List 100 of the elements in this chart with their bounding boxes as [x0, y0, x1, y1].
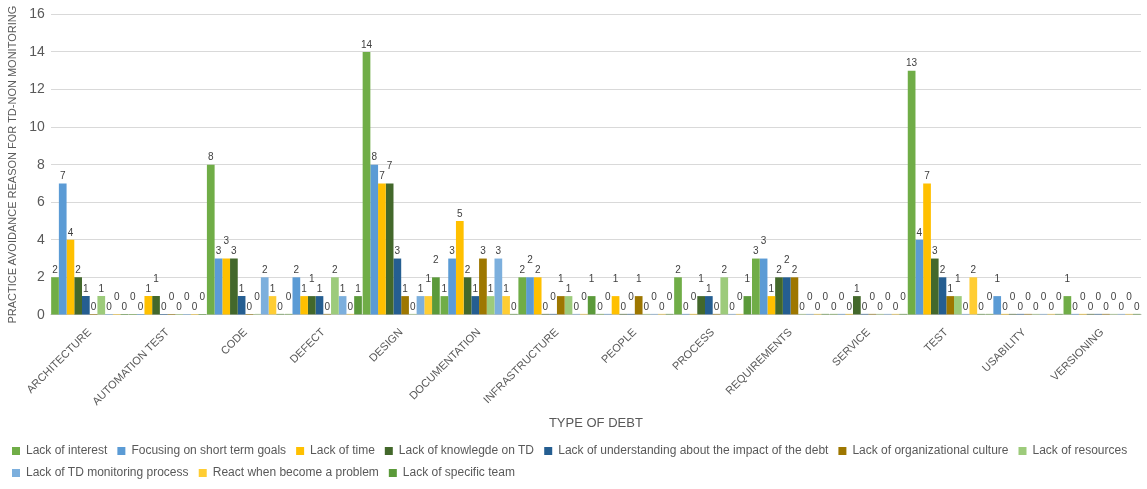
legend-label: Lack of interest	[26, 443, 109, 458]
y-tick-label: 8	[36, 155, 45, 172]
data-label: 2	[970, 264, 977, 276]
data-label: 1	[402, 282, 409, 294]
data-label: 0	[807, 290, 814, 302]
data-label: 0	[121, 300, 128, 312]
data-label: 1	[1064, 272, 1071, 284]
data-label: 1	[612, 272, 619, 284]
data-label: 0	[900, 290, 907, 302]
data-label: 0	[978, 300, 985, 312]
data-label: 1	[744, 272, 751, 284]
data-label: 0	[510, 300, 517, 312]
data-label: 1	[698, 272, 705, 284]
data-label: 0	[986, 290, 993, 302]
data-label: 13	[906, 57, 918, 69]
x-axis-title: TYPE OF DEBT	[548, 414, 643, 430]
data-label: 2	[721, 264, 728, 276]
data-label: 1	[487, 282, 494, 294]
legend-label: Lack of resources	[1032, 443, 1128, 458]
data-label: 0	[1009, 290, 1016, 302]
data-label: 3	[223, 235, 230, 247]
data-label: 0	[822, 290, 829, 302]
data-label: 2	[675, 264, 682, 276]
data-label: 2	[75, 264, 82, 276]
data-label: 0	[90, 300, 97, 312]
data-label: 0	[1032, 300, 1039, 312]
data-label: 0	[137, 300, 144, 312]
data-label: 3	[394, 245, 401, 257]
data-label: 1	[339, 282, 346, 294]
y-tick-label: 2	[36, 268, 45, 285]
data-label: 0	[1133, 300, 1140, 312]
data-label: 0	[113, 290, 120, 302]
data-label: 3	[449, 245, 456, 257]
data-label: 1	[994, 272, 1001, 284]
data-label: 0	[324, 300, 331, 312]
y-tick-label: 10	[29, 117, 45, 134]
legend-label: Lack of specific team	[402, 465, 515, 480]
data-label: 1	[145, 282, 152, 294]
data-label: 0	[199, 290, 206, 302]
y-tick-label: 16	[29, 5, 45, 22]
data-label: 0	[643, 300, 650, 312]
data-label: 0	[550, 290, 557, 302]
data-label: 0	[1126, 290, 1133, 302]
data-label: 2	[332, 264, 339, 276]
data-label: 0	[409, 300, 416, 312]
data-label: 5	[457, 207, 464, 219]
data-label: 0	[160, 300, 167, 312]
data-label: 0	[892, 300, 899, 312]
data-label: 2	[527, 254, 534, 266]
data-label: 1	[98, 282, 105, 294]
data-label: 0	[651, 290, 658, 302]
data-label: 0	[285, 290, 292, 302]
data-label: 1	[417, 282, 424, 294]
data-label: 0	[1118, 300, 1125, 312]
legend-label: Focusing on short term goals	[131, 443, 287, 458]
data-label: 0	[869, 290, 876, 302]
data-label: 2	[791, 264, 798, 276]
data-label: 1	[558, 272, 565, 284]
data-label: 1	[441, 282, 448, 294]
data-label: 0	[736, 290, 743, 302]
data-label: 1	[854, 282, 861, 294]
data-label: 0	[277, 300, 284, 312]
data-label: 2	[939, 264, 946, 276]
data-label: 0	[877, 300, 884, 312]
data-label: 4	[67, 226, 74, 238]
legend-label: React when become a problem	[212, 465, 379, 480]
data-label: 2	[261, 264, 268, 276]
data-label: 2	[534, 264, 541, 276]
data-label: 0	[814, 300, 821, 312]
data-label: 0	[106, 300, 113, 312]
data-label: 1	[316, 282, 323, 294]
legend-label: Lack of understanding about the impact of the debt	[558, 443, 830, 458]
data-label: 0	[1040, 290, 1047, 302]
data-label: 1	[635, 272, 642, 284]
data-label: 0	[176, 300, 183, 312]
data-label: 0	[884, 290, 891, 302]
data-label: 1	[503, 282, 510, 294]
data-label: 2	[783, 254, 790, 266]
data-label: 0	[1103, 300, 1110, 312]
data-label: 1	[355, 282, 362, 294]
data-label: 0	[1095, 290, 1102, 302]
data-label: 1	[768, 282, 775, 294]
data-label: 0	[542, 300, 549, 312]
data-label: 0	[191, 300, 198, 312]
data-label: 2	[433, 254, 440, 266]
y-axis-title: PRACTICE AVOIDANCE REASON FOR TD-NON MONITORING	[5, 5, 18, 324]
data-label: 0	[690, 290, 697, 302]
data-label: 1	[588, 272, 595, 284]
data-label: 7	[924, 170, 931, 182]
data-label: 0	[1025, 290, 1032, 302]
data-label: 0	[1048, 300, 1055, 312]
y-tick-label: 0	[36, 305, 45, 322]
data-label: 3	[215, 245, 222, 257]
data-label: 3	[231, 245, 238, 257]
data-label: 8	[207, 151, 214, 163]
data-label: 0	[130, 290, 137, 302]
data-label: 1	[238, 282, 245, 294]
y-tick-label: 4	[36, 230, 45, 247]
data-label: 1	[947, 282, 954, 294]
data-label: 1	[269, 282, 276, 294]
